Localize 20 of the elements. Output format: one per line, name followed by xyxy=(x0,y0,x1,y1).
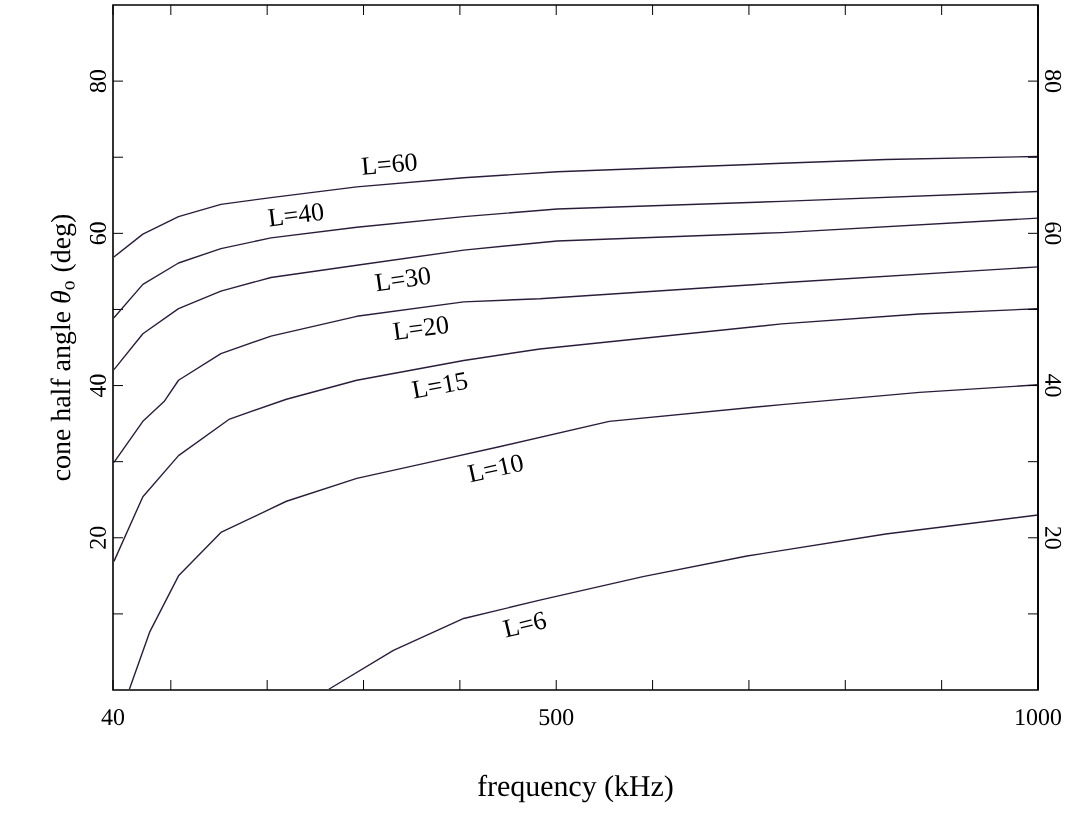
y2-tick-label: 60 xyxy=(1045,222,1062,245)
text: L=30 xyxy=(374,267,430,292)
series-label: L=60 xyxy=(361,153,417,175)
y-tick-label: 60 xyxy=(89,222,106,245)
text: L=6 xyxy=(502,611,547,638)
x-tick-label: 500 xyxy=(539,709,574,726)
y2-tick-label: 40 xyxy=(1045,374,1062,397)
y-tick-label: 80 xyxy=(89,70,106,93)
x-tick-label: 40 xyxy=(101,709,125,726)
y-tick-label: 20 xyxy=(89,526,106,549)
y-tick-label: 40 xyxy=(89,374,106,398)
x-axis-title: frequency (kHz) xyxy=(478,774,673,803)
text: L=20 xyxy=(392,316,449,340)
text: L=15 xyxy=(411,372,468,399)
y2-tick-label: 20 xyxy=(1045,526,1062,549)
x-tick-label: 1000 xyxy=(1016,709,1061,726)
text: L=40 xyxy=(267,203,324,227)
y-axis-title: cone half angle θ$_{o}$ (deg) xyxy=(50,214,77,481)
y2-tick-label: 80 xyxy=(1045,70,1062,93)
text: L=10 xyxy=(466,454,523,483)
